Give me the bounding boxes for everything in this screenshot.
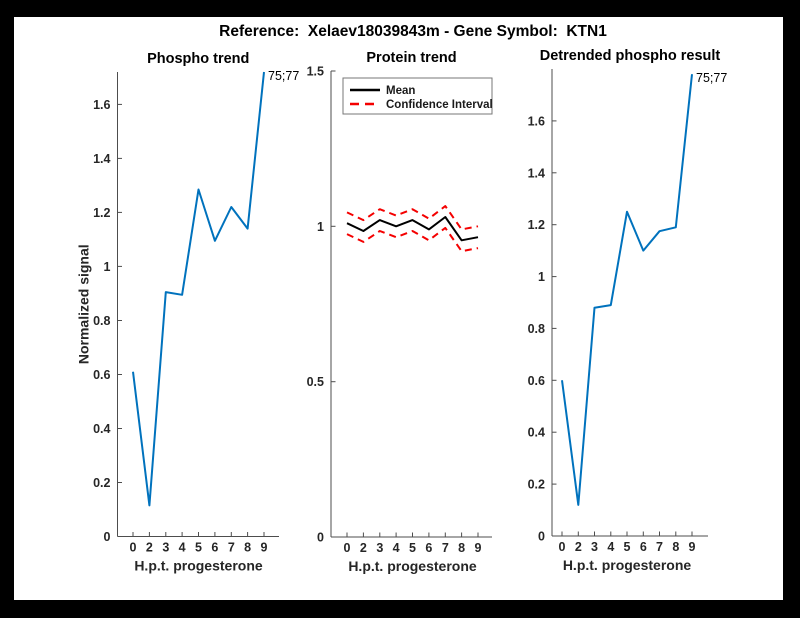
figure-title: Reference: Xelaev18039843m - Gene Symbol… bbox=[219, 23, 607, 40]
y-tick-label: 0 bbox=[538, 530, 545, 544]
series-line-phospho-signal bbox=[132, 71, 265, 507]
y-tick-label: 1.2 bbox=[528, 218, 545, 232]
y-tick-label: 0.4 bbox=[93, 422, 110, 436]
figure-canvas: Reference: Xelaev18039843m - Gene Symbol… bbox=[76, 23, 728, 574]
x-axis-label: H.p.t. progesterone bbox=[563, 557, 692, 573]
chart-title: Detrended phospho result bbox=[540, 48, 721, 64]
x-tick-label: 4 bbox=[607, 540, 614, 554]
y-tick-label: 1 bbox=[538, 270, 545, 284]
x-tick-label: 3 bbox=[591, 540, 598, 554]
point-annotation: 75;77 bbox=[268, 69, 299, 83]
y-tick-label: 0.6 bbox=[93, 368, 110, 382]
x-tick-label: 4 bbox=[393, 541, 400, 555]
y-tick-label: 0.8 bbox=[93, 314, 110, 328]
legend-label: Confidence Interval bbox=[386, 99, 493, 111]
x-tick-label: 0 bbox=[130, 541, 137, 555]
chart-phospho-trend: 00.20.40.60.811.21.41.60 2 3 4 5 6 7 8 9H.p.t. p… bbox=[76, 51, 300, 574]
x-tick-label: 6 bbox=[211, 541, 218, 555]
chart-detrended-phospho: 00.20.40.60.811.21.41.60 2 3 4 5 6 7 8 9H.p.t. p… bbox=[528, 48, 728, 573]
x-tick-label: 7 bbox=[656, 540, 663, 554]
figure-page: Reference: Xelaev18039843m - Gene Symbol… bbox=[14, 17, 783, 600]
x-tick-label: 7 bbox=[442, 541, 449, 555]
x-tick-label: 0 bbox=[559, 540, 566, 554]
x-tick-label: 3 bbox=[376, 541, 383, 555]
y-tick-label: 1.6 bbox=[93, 98, 110, 112]
legend-box bbox=[342, 77, 493, 115]
x-tick-label: 8 bbox=[244, 541, 251, 555]
y-tick-label: 0 bbox=[104, 530, 111, 544]
x-tick-label: 9 bbox=[689, 540, 696, 554]
x-tick-label: 2 bbox=[575, 540, 582, 554]
series-line-confidence-interval-lower bbox=[346, 226, 479, 253]
y-tick-label: 0.2 bbox=[528, 478, 545, 492]
x-tick-label: 8 bbox=[458, 541, 465, 555]
x-tick-label: 9 bbox=[475, 541, 482, 555]
chart-title: Phospho trend bbox=[147, 51, 249, 67]
y-tick-label: 1 bbox=[317, 220, 324, 234]
x-tick-label: 9 bbox=[261, 541, 268, 555]
series-line-detrended-phospho-signal bbox=[561, 74, 693, 506]
y-tick-label: 1.5 bbox=[307, 65, 324, 79]
x-tick-label: 5 bbox=[409, 541, 416, 555]
y-tick-label: 0 bbox=[317, 531, 324, 545]
x-tick-label: 5 bbox=[195, 541, 202, 555]
chart-title: Protein trend bbox=[366, 50, 456, 66]
series-line-confidence-interval-upper bbox=[346, 205, 479, 231]
chart-protein-trend: 00.511.50 2 3 4 5 6 7 8 9H.p.t. progesteroneProt… bbox=[307, 50, 493, 574]
x-tick-label: 2 bbox=[146, 541, 153, 555]
y-tick-label: 0.2 bbox=[93, 476, 110, 490]
x-tick-label: 7 bbox=[228, 541, 235, 555]
x-tick-label: 4 bbox=[179, 541, 186, 555]
x-tick-label: 2 bbox=[360, 541, 367, 555]
y-axis-label: Normalized signal bbox=[76, 244, 92, 364]
x-tick-label: 0 bbox=[344, 541, 351, 555]
y-tick-label: 0.4 bbox=[528, 426, 545, 440]
y-tick-label: 1 bbox=[104, 260, 111, 274]
x-axis-label: H.p.t. progesterone bbox=[134, 558, 263, 574]
y-tick-label: 1.4 bbox=[528, 166, 545, 180]
x-tick-label: 6 bbox=[425, 541, 432, 555]
legend-label: Mean bbox=[386, 85, 415, 97]
y-tick-label: 1.6 bbox=[528, 114, 545, 128]
y-tick-label: 0.8 bbox=[528, 322, 545, 336]
y-tick-label: 0.6 bbox=[528, 374, 545, 388]
series-line-mean bbox=[346, 216, 479, 242]
y-tick-label: 0.5 bbox=[307, 375, 324, 389]
y-tick-label: 1.2 bbox=[93, 206, 110, 220]
point-annotation: 75;77 bbox=[696, 71, 727, 85]
x-tick-label: 3 bbox=[162, 541, 169, 555]
x-tick-label: 8 bbox=[672, 540, 679, 554]
x-tick-label: 5 bbox=[624, 540, 631, 554]
x-axis-label: H.p.t. progesterone bbox=[348, 558, 477, 574]
y-tick-label: 1.4 bbox=[93, 152, 110, 166]
x-tick-label: 6 bbox=[640, 540, 647, 554]
